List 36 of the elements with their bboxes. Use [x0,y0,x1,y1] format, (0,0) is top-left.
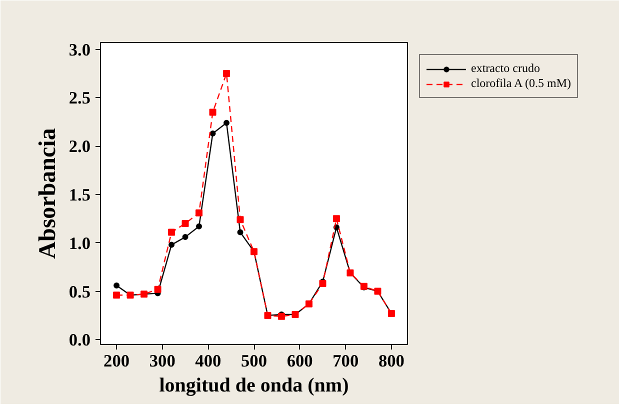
x-tick-label: 700 [332,352,359,370]
x-tick-label: 500 [241,352,268,370]
x-tick-label: 200 [104,352,130,370]
point [319,280,326,288]
legend-label: clorofila A (0.5 mM) [471,76,571,91]
point [210,130,216,136]
point [114,282,120,288]
y-axis-title: Absorbancia [34,128,61,259]
x-tick-label: 300 [149,352,176,370]
point [154,286,162,293]
x-axis-title: longitud de onda (nm) [159,374,349,396]
y-tick-label: 1.0 [68,234,91,253]
point [209,108,216,116]
point [196,209,203,216]
point [113,292,120,299]
x-tick-label: 800 [378,352,404,370]
point [182,220,189,228]
y-tick-label: 0.5 [68,282,91,302]
point [168,242,175,248]
point [182,234,188,240]
x-tick-label: 600 [286,352,313,370]
x-tick-label: 400 [195,352,222,370]
point [236,216,244,224]
point [168,228,176,236]
y-tick-label: 3.0 [68,40,91,60]
point [332,215,340,222]
legend-label: extracto crudo [471,61,540,76]
point [278,312,285,320]
point [223,70,230,77]
point [237,229,244,236]
point [196,223,202,230]
y-tick-label: 1.5 [68,185,91,204]
y-tick-label: 2.5 [68,88,91,108]
y-tick-label: 0.0 [68,330,91,350]
y-tick-label: 2.0 [68,137,91,156]
point [224,120,230,126]
